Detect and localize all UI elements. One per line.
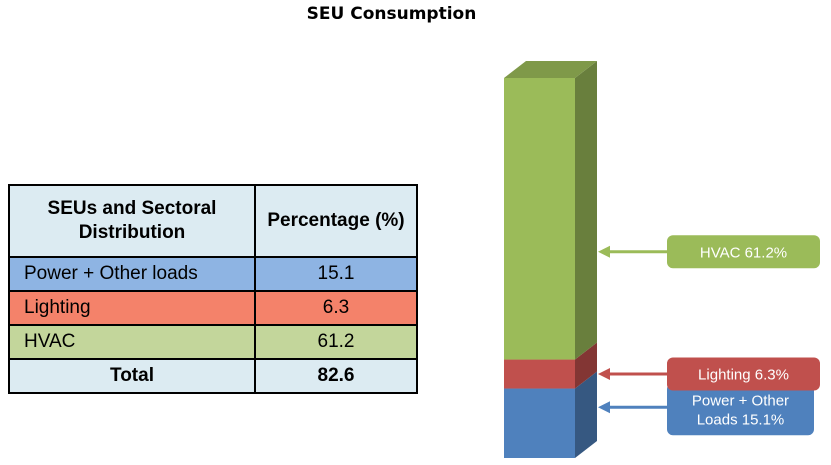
table-row-power: Power + Other loads 15.1 (8, 256, 418, 292)
row-value: 61.2 (254, 324, 418, 360)
callout-arrowhead-hvac (598, 245, 610, 258)
callout-label-hvac: HVAC 61.2% (700, 244, 787, 261)
chart-title: SEU Consumption (306, 4, 477, 24)
total-value: 82.6 (254, 358, 418, 394)
bar-segment-power-other-loads (504, 388, 575, 458)
callout-box-power-other-loads (667, 383, 814, 436)
row-value: 15.1 (254, 256, 418, 292)
row-category: Power + Other loads (8, 256, 256, 292)
bar-segment-lighting (504, 359, 575, 389)
callout-box-lighting (667, 357, 820, 391)
callout-arrowhead-power-other-loads (598, 401, 610, 414)
bar-segment-hvac (504, 78, 575, 360)
callout-box-hvac (667, 235, 820, 269)
row-category: HVAC (8, 324, 256, 360)
column-header-percentage: Percentage (%) (254, 184, 418, 258)
bar-side-hvac (575, 61, 597, 360)
bar-side-power-other-loads (575, 371, 597, 458)
callout-arrowhead-lighting (598, 368, 610, 381)
total-label: Total (8, 358, 256, 394)
table-row-lighting: Lighting 6.3 (8, 290, 418, 326)
table-header-row: SEUs and Sectoral Distribution Percentag… (8, 184, 418, 258)
row-category: Lighting (8, 290, 256, 326)
row-value: 6.3 (254, 290, 418, 326)
callout-label-lighting: Lighting 6.3% (698, 367, 789, 384)
bar-top-hvac (504, 61, 597, 78)
callout-label-power-other-loads: Power + Other (692, 392, 789, 409)
table-row-total: Total 82.6 (8, 358, 418, 394)
bar-side-lighting (575, 342, 597, 389)
seu-distribution-table: SEUs and Sectoral Distribution Percentag… (8, 184, 418, 394)
column-header-category: SEUs and Sectoral Distribution (8, 184, 256, 258)
table-row-hvac: HVAC 61.2 (8, 324, 418, 360)
callout-label-power-other-loads: Loads 15.1% (697, 411, 785, 428)
